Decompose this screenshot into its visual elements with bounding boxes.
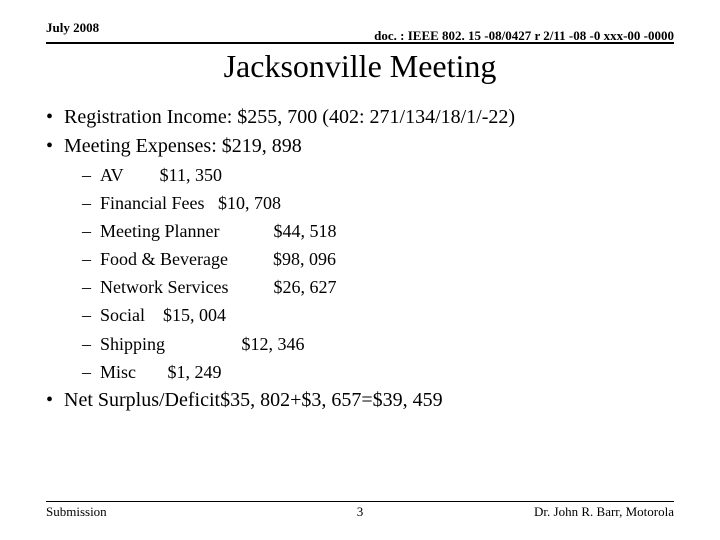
- slide: July 2008 doc. : IEEE 802. 15 -08/0427 r…: [0, 0, 720, 540]
- content-area: Registration Income: $255, 700 (402: 271…: [46, 104, 674, 416]
- header-rule: [46, 42, 674, 44]
- sub-av: AV $11, 350: [46, 162, 674, 188]
- sub-misc: Misc $1, 249: [46, 359, 674, 385]
- bullet-meeting-expenses: Meeting Expenses: $219, 898: [46, 133, 674, 160]
- sub-network-services: Network Services $26, 627: [46, 274, 674, 300]
- sub-social: Social $15, 004: [46, 302, 674, 328]
- bullet-net-surplus: Net Surplus/Deficit$35, 802+$3, 657=$39,…: [46, 387, 674, 414]
- sub-financial-fees: Financial Fees $10, 708: [46, 190, 674, 216]
- sub-meeting-planner: Meeting Planner $44, 518: [46, 218, 674, 244]
- sub-shipping: Shipping $12, 346: [46, 331, 674, 357]
- bullet-registration-income: Registration Income: $255, 700 (402: 271…: [46, 104, 674, 131]
- page-title: Jacksonville Meeting: [0, 48, 720, 85]
- header-date: July 2008: [46, 20, 99, 36]
- sub-food-beverage: Food & Beverage $98, 096: [46, 246, 674, 272]
- footer-author: Dr. John R. Barr, Motorola: [534, 504, 674, 520]
- footer-rule: [46, 501, 674, 502]
